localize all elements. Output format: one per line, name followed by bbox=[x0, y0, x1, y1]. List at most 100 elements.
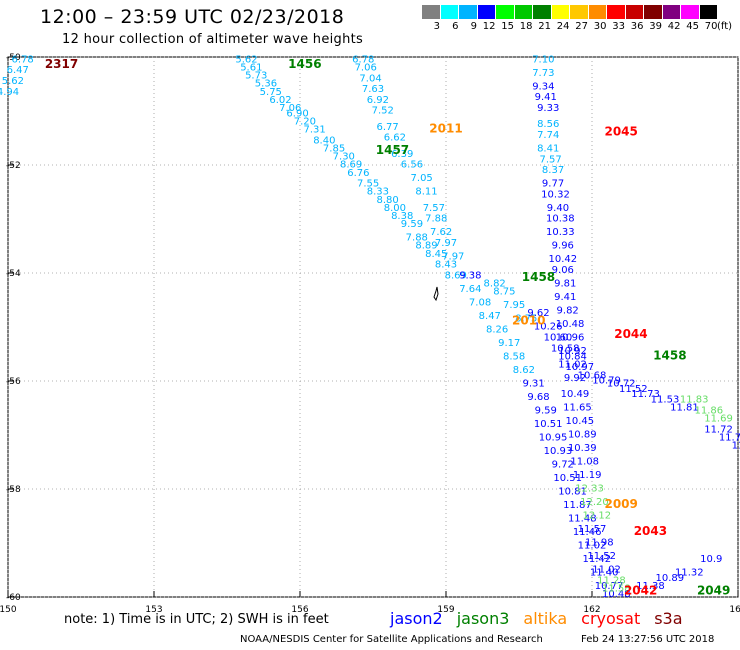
swh-value: 8.56 bbox=[537, 119, 559, 130]
legend-swatch-39 bbox=[644, 5, 663, 19]
swh-value: 8.33 bbox=[367, 187, 389, 198]
swh-value: 8.43 bbox=[435, 260, 457, 271]
swh-value: 10.42 bbox=[548, 254, 577, 265]
lat-label: -58 bbox=[6, 485, 21, 495]
swh-value: 10.51 bbox=[553, 473, 582, 484]
swh-value: 10.68 bbox=[578, 370, 607, 381]
swh-value: 11.02 bbox=[558, 360, 587, 371]
swh-value: 9.81 bbox=[554, 279, 576, 290]
swh-value: 8.62 bbox=[513, 365, 535, 376]
swh-value: 9.82 bbox=[557, 306, 579, 317]
legend-swatch-18 bbox=[514, 5, 533, 19]
swh-value: 7.64 bbox=[459, 284, 481, 295]
swh-value: 11.46 bbox=[573, 527, 602, 538]
legend-swatch-45 bbox=[681, 5, 700, 19]
swh-value: 6.62 bbox=[384, 133, 406, 144]
pass-time-label: 1458 bbox=[653, 348, 686, 362]
swh-value: 11.02 bbox=[578, 540, 607, 551]
swh-value: 10.33 bbox=[546, 227, 575, 238]
pass-time-label: 2044 bbox=[614, 327, 647, 341]
lon-label: 153 bbox=[145, 605, 162, 615]
swh-value: 10.89 bbox=[656, 573, 685, 584]
swh-value: 11.52 bbox=[587, 551, 616, 562]
legend-label-27: 27 bbox=[575, 21, 588, 32]
swh-value: 10.49 bbox=[561, 389, 590, 400]
swh-value: 11.57 bbox=[578, 524, 607, 535]
pass-time-label: 2011 bbox=[429, 122, 462, 136]
legend-swatch-36 bbox=[625, 5, 644, 19]
legend-label-21: 21 bbox=[538, 21, 551, 32]
swh-value: 6.90 bbox=[286, 108, 308, 119]
swh-value: 10.51 bbox=[534, 419, 563, 430]
swh-value: 10.84 bbox=[558, 351, 587, 362]
swh-value: 10.95 bbox=[539, 432, 568, 443]
swh-value: 11.08 bbox=[570, 457, 599, 468]
swh-value: 7.88 bbox=[425, 214, 447, 225]
swh-value: 5.62 bbox=[235, 54, 257, 65]
swh-value: 7.95 bbox=[503, 300, 525, 311]
legend-label-30: 30 bbox=[593, 21, 607, 32]
swh-value: 11.65 bbox=[563, 403, 592, 414]
legend-label-15: 15 bbox=[501, 21, 514, 32]
swh-value: 6.77 bbox=[376, 122, 398, 133]
swh-value: 5.36 bbox=[255, 79, 277, 90]
swh-value: 9.41 bbox=[535, 92, 557, 103]
legend-swatch-9 bbox=[459, 5, 478, 19]
swh-value: 11.87 bbox=[563, 500, 592, 511]
swh-value: 6.92 bbox=[367, 95, 389, 106]
swh-value: 8.40 bbox=[313, 135, 335, 146]
swh-value: 7.73 bbox=[532, 68, 554, 79]
swh-value: 9.06 bbox=[552, 265, 574, 276]
swh-value: 11.40 bbox=[590, 567, 619, 578]
swh-value: 11.52 bbox=[619, 384, 648, 395]
swh-value: 12.12 bbox=[583, 511, 612, 522]
swh-value: 7.57 bbox=[423, 203, 445, 214]
swh-value: 8.75 bbox=[515, 314, 537, 325]
swh-value: 7.55 bbox=[357, 179, 379, 190]
swh-value: 7.97 bbox=[435, 238, 457, 249]
swh-value: 7.62 bbox=[430, 227, 452, 238]
swh-value: 7.20 bbox=[294, 117, 316, 128]
swh-value: 10.60 bbox=[544, 333, 573, 344]
swh-value: 9.33 bbox=[537, 103, 559, 114]
swh-value: 7.06 bbox=[355, 63, 377, 74]
swh-value: 7.74 bbox=[537, 130, 559, 141]
swh-value: 6.78 bbox=[11, 54, 33, 65]
swh-value: 8.41 bbox=[537, 144, 559, 155]
lon-label: 159 bbox=[437, 605, 454, 615]
swh-value: 7.85 bbox=[323, 144, 345, 155]
legend-label-24: 24 bbox=[556, 21, 570, 32]
lat-label: -50 bbox=[6, 53, 21, 63]
swh-value: 11.81 bbox=[670, 403, 699, 414]
lon-label: 165 bbox=[729, 605, 740, 615]
swh-value: 9.40 bbox=[547, 203, 569, 214]
pass-time-label: 1457 bbox=[376, 143, 409, 157]
swh-value: 11.28 bbox=[597, 576, 626, 587]
legend-label-45: 45 bbox=[686, 21, 699, 32]
swh-value: 7.57 bbox=[540, 154, 562, 165]
swh-value: 7.04 bbox=[359, 73, 381, 84]
pass-time-label: 2049 bbox=[697, 583, 730, 597]
legend-unit: (ft) bbox=[717, 21, 733, 32]
swh-value: 6.47 bbox=[7, 65, 29, 76]
swh-value: 10.26 bbox=[534, 322, 563, 333]
swh-value: 12.33 bbox=[575, 484, 604, 495]
swh-value: 10.93 bbox=[544, 446, 573, 457]
swh-value: 12.20 bbox=[580, 497, 609, 508]
legend-label-9: 9 bbox=[470, 21, 477, 32]
legend-swatch-27 bbox=[570, 5, 589, 19]
swh-value: 6.78 bbox=[352, 54, 374, 65]
swh-value: 11.72 bbox=[704, 424, 733, 435]
swh-value: 10.97 bbox=[566, 362, 595, 373]
swh-value: 8.69 bbox=[340, 160, 362, 171]
swh-value: 10.81 bbox=[558, 486, 587, 497]
swh-value: 5.61 bbox=[240, 63, 262, 74]
swh-value: 5.62 bbox=[2, 76, 24, 87]
swh-value: 7.10 bbox=[532, 54, 554, 65]
swh-value: 9.31 bbox=[522, 378, 544, 389]
swh-value: 7.06 bbox=[279, 103, 301, 114]
swh-value: 9.68 bbox=[527, 392, 549, 403]
swh-value: 10.39 bbox=[568, 443, 597, 454]
swh-value: 11.42 bbox=[583, 554, 612, 565]
swh-value: 10.45 bbox=[566, 416, 595, 427]
